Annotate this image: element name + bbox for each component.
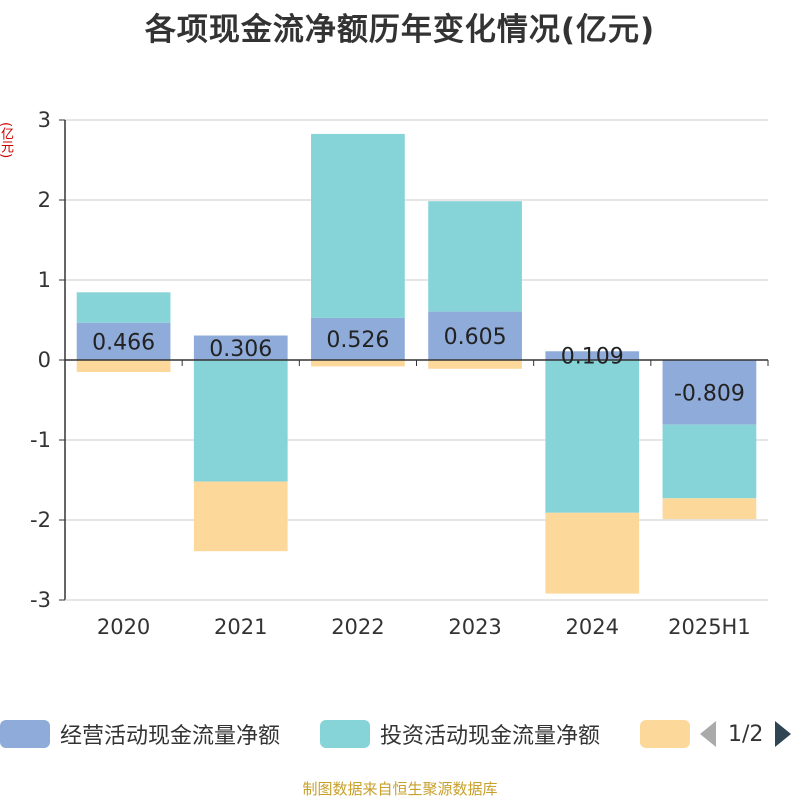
bar-0-2020 — [76, 322, 171, 360]
legend: 经营活动现金流量净额 投资活动现金流量净额 — [0, 716, 800, 752]
bar-1-2023 — [428, 201, 522, 312]
bar-2-2020 — [76, 360, 171, 372]
data-label-2020: 0.466 — [92, 330, 155, 355]
x-tick-label-2022: 2022 — [331, 615, 384, 639]
next-page-icon[interactable] — [775, 721, 792, 747]
legend-swatch-investing — [320, 720, 370, 748]
stacked-bar-chart: 3 2 1 0 -1 -2 -3 2020 2021 2022 2023 2024 2025H1 0.46… — [30, 108, 769, 639]
x-tick-label-2023: 2023 — [448, 615, 501, 639]
bar-1-2022 — [311, 133, 405, 318]
legend-swatch-operating — [0, 720, 50, 748]
bar-0-2021 — [193, 335, 288, 360]
data-label-2023: 0.605 — [444, 325, 507, 350]
data-label-2021: 0.306 — [209, 337, 272, 362]
x-tick-label-2021: 2021 — [214, 615, 267, 639]
y-tick-label: 1 — [38, 268, 51, 292]
bar-1-2025H1 — [662, 424, 757, 499]
x-tick-label-2025H1: 2025H1 — [668, 615, 751, 639]
y-tick-label: -1 — [30, 428, 51, 452]
bar-2-2024 — [545, 512, 640, 594]
y-tick-label: -3 — [30, 588, 51, 612]
chart-title: 各项现金流净额历年变化情况(亿元) — [144, 12, 656, 48]
bar-2-2025H1 — [662, 498, 757, 520]
legend-item-investing[interactable]: 投资活动现金流量净额 — [320, 716, 600, 752]
y-tick-label: 3 — [38, 108, 51, 132]
y-tick-label: -2 — [30, 508, 51, 532]
bar-2-2023 — [428, 360, 522, 369]
bar-0-2025H1 — [662, 360, 757, 425]
legend-page-indicator: 1/2 — [728, 721, 764, 747]
y-axis-unit: (亿元) — [0, 122, 13, 159]
bar-0-2022 — [311, 317, 405, 360]
legend-label-operating: 经营活动现金流量净额 — [60, 724, 281, 749]
bar-1-2021 — [193, 360, 288, 482]
legend-swatch-financing — [640, 720, 690, 748]
legend-item-financing[interactable] — [640, 716, 700, 752]
bar-1-2020 — [76, 292, 171, 323]
bar-1-2024 — [545, 360, 640, 513]
data-label-2025H1: -0.809 — [674, 381, 745, 406]
bar-2-2022 — [311, 360, 405, 367]
legend-item-operating[interactable]: 经营活动现金流量净额 — [0, 716, 280, 752]
x-tick-label-2020: 2020 — [97, 615, 150, 639]
source-note: 制图数据来自恒生聚源数据库 — [302, 780, 498, 798]
data-label-2024: 0.109 — [561, 345, 624, 370]
y-tick-label: 0 — [38, 348, 51, 372]
data-label-2022: 0.526 — [326, 328, 389, 353]
legend-label-investing: 投资活动现金流量净额 — [380, 724, 601, 749]
x-tick-label-2024: 2024 — [566, 615, 619, 639]
bar-2-2021 — [193, 481, 288, 552]
legend-pager: 1/2 — [700, 716, 792, 752]
bar-0-2023 — [428, 311, 522, 360]
prev-page-icon[interactable] — [700, 721, 716, 747]
y-tick-label: 2 — [38, 188, 51, 212]
bar-0-2024 — [545, 351, 640, 360]
